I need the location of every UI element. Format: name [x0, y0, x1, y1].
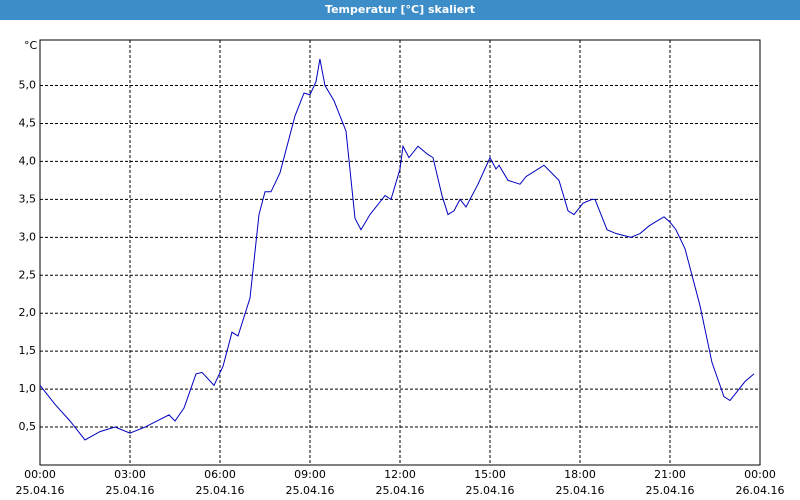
x-tick-label: 03:00 — [114, 468, 146, 481]
y-tick-label: 4,0 — [19, 154, 37, 167]
x-tick-date: 25.04.16 — [16, 484, 65, 497]
y-tick-label: 4,5 — [19, 116, 37, 129]
y-tick-label: 2,5 — [19, 268, 37, 281]
chart: °C 0,5 1,0 1,5 2,0 2,5 3,0 3,5 4,0 4,5 5,0 00:00 25… — [16, 39, 785, 497]
y-tick-label: 0,5 — [19, 420, 37, 433]
x-tick-label: 00:00 — [24, 468, 56, 481]
x-tick-date: 25.04.16 — [106, 484, 155, 497]
title-bar: Temperatur [°C] skaliert — [0, 0, 800, 20]
x-tick-label: 21:00 — [654, 468, 686, 481]
x-tick-date: 25.04.16 — [556, 484, 605, 497]
x-tick-date: 25.04.16 — [376, 484, 425, 497]
y-tick-label: 1,0 — [19, 382, 37, 395]
x-tick-label: 18:00 — [564, 468, 596, 481]
x-tick-label: 06:00 — [204, 468, 236, 481]
x-tick-label: 15:00 — [474, 468, 506, 481]
x-tick-label: 12:00 — [384, 468, 416, 481]
x-tick-label: 00:00 — [744, 468, 776, 481]
x-tick-date: 25.04.16 — [286, 484, 335, 497]
x-tick-date: 25.04.16 — [196, 484, 245, 497]
y-unit: °C — [24, 39, 38, 52]
x-tick-date: 25.04.16 — [646, 484, 695, 497]
x-tick-label: 09:00 — [294, 468, 326, 481]
x-tick-date: 25.04.16 — [466, 484, 515, 497]
y-tick-label: 3,5 — [19, 192, 37, 205]
line — [39, 58, 755, 441]
y-tick-label: 2,0 — [19, 306, 37, 319]
y-tick-label: 3,0 — [19, 230, 37, 243]
y-tick-label: 5,0 — [19, 79, 37, 92]
x-tick-date: 26.04.16 — [736, 484, 785, 497]
y-tick-label: 1,5 — [19, 344, 37, 357]
